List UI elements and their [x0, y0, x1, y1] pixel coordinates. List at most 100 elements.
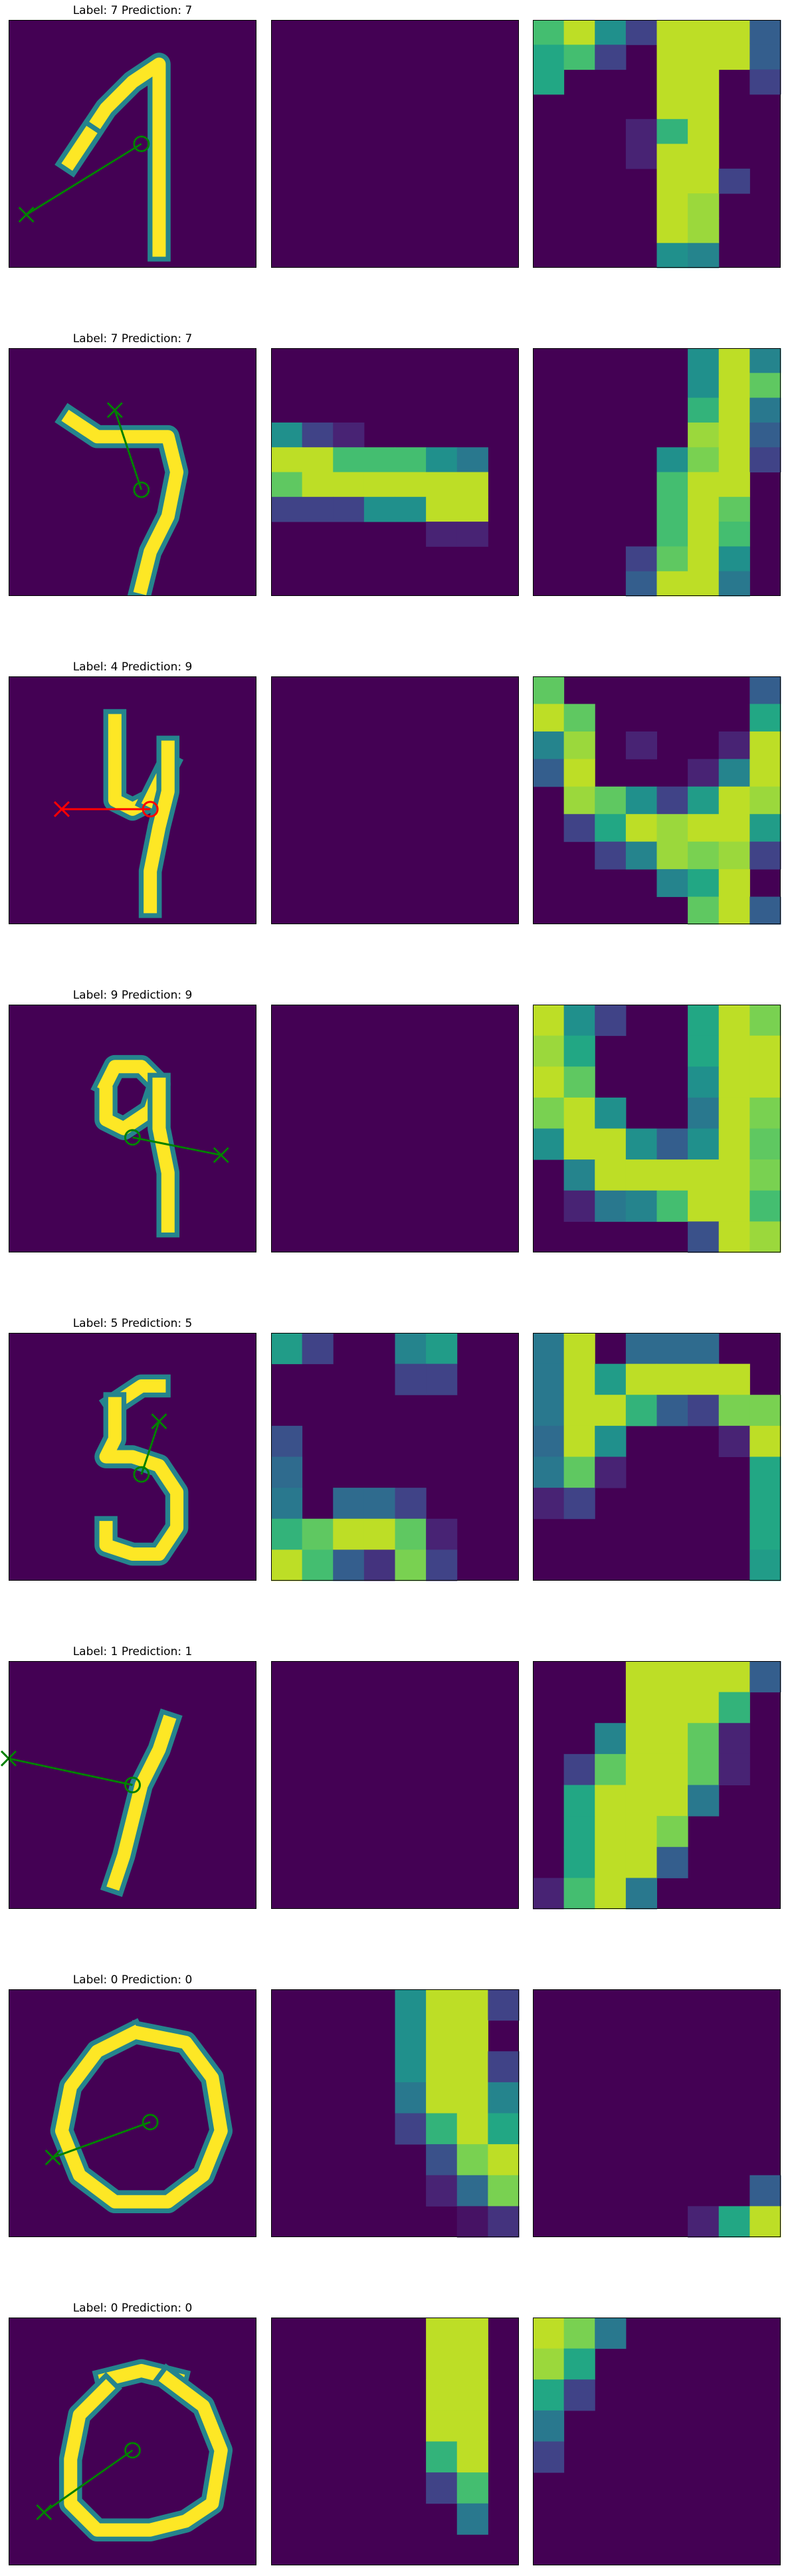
digit-image-panel — [9, 1005, 256, 1252]
digit-image-panel — [0, 1661, 256, 1909]
heatmap-cell — [688, 1785, 720, 1817]
heatmap-cell — [688, 218, 720, 244]
digit-stroke — [79, 57, 166, 257]
heatmap-cell — [595, 1723, 627, 1755]
heatmap-cell — [718, 814, 750, 842]
heatmap-cell — [656, 20, 688, 45]
glimpse-start-x-marker — [45, 2149, 61, 2166]
heatmap-cell — [718, 447, 750, 472]
heatmap-cell — [688, 1661, 720, 1693]
heatmap-cell — [718, 1066, 750, 1098]
glimpse-center-circle-marker — [124, 2442, 141, 2459]
digit-strokes — [58, 2359, 233, 2542]
digit-image-panel — [9, 20, 256, 268]
digit-image-frame — [9, 1005, 256, 1252]
subplot-title: Label: 7 Prediction: 7 — [73, 332, 193, 346]
heatmap-cell — [718, 786, 750, 815]
glimpse-trajectory — [18, 136, 150, 223]
heatmap-cell — [456, 522, 488, 547]
heatmap-cell — [533, 20, 565, 45]
heatmap-cell — [426, 2379, 458, 2411]
heatmap-cell — [271, 1456, 303, 1488]
heatmap-cell — [688, 45, 720, 70]
glimpse-center-circle-marker — [133, 481, 150, 498]
digit-image-frame — [9, 348, 256, 596]
heatmap-cell — [302, 422, 334, 448]
digit-strokes — [100, 1708, 183, 1897]
heatmap-cell — [656, 1661, 688, 1693]
heatmap-cell — [688, 422, 720, 448]
heatmap-cell — [456, 2206, 488, 2238]
heatmap-cell — [749, 1425, 781, 1457]
heatmap-cell — [426, 2348, 458, 2380]
heatmap-cell — [488, 2051, 520, 2083]
heatmap-cell — [625, 1878, 657, 1910]
heatmap-cell — [533, 69, 565, 95]
heatmap-cell — [718, 348, 750, 373]
heatmap-cell — [656, 94, 688, 120]
heatmap-cell — [688, 2206, 720, 2238]
heatmap-cell — [533, 2379, 565, 2411]
heatmap-cell — [718, 20, 750, 45]
heatmap-cell — [749, 1456, 781, 1488]
heatmap-cell — [395, 1518, 427, 1550]
digit-image-frame — [9, 2318, 256, 2565]
heatmap-cell — [718, 2206, 750, 2238]
heatmap-cell — [302, 496, 334, 522]
heatmap-cell — [625, 144, 657, 169]
heatmap-cell — [395, 447, 427, 472]
patch-frame — [271, 676, 519, 924]
heatmap-cell — [456, 2020, 488, 2052]
heatmap-cell — [688, 69, 720, 95]
glimpse-path-line — [25, 143, 142, 216]
glimpse-start-x-marker — [18, 207, 35, 223]
heatmap-cell — [302, 1333, 334, 1365]
heatmap-cell — [595, 20, 627, 45]
heatmap-cell — [456, 472, 488, 498]
heatmap-cell — [656, 447, 688, 472]
heatmap-cell — [718, 1128, 750, 1160]
heatmap-cell — [595, 45, 627, 70]
subplot-title: Label: 0 Prediction: 0 — [73, 1973, 193, 1987]
patch-background — [271, 676, 519, 924]
heatmap-cell — [533, 676, 565, 704]
heatmap-cell — [595, 786, 627, 815]
digit-strokes — [50, 2018, 233, 2214]
glimpse-start-x-marker — [53, 801, 70, 817]
heatmap-cell — [533, 1005, 565, 1037]
heatmap-cell — [271, 447, 303, 472]
patch-frame — [271, 2318, 519, 2565]
glimpse-patch-2-panel — [533, 1333, 781, 1581]
x-marker-stroke — [213, 1147, 229, 1163]
x-marker-stroke — [36, 2504, 52, 2521]
heatmap-cell — [302, 1518, 334, 1550]
heatmap-cell — [395, 1363, 427, 1395]
heatmap-cell — [426, 1989, 458, 2021]
heatmap-cell — [625, 1661, 657, 1693]
heatmap-cell — [656, 522, 688, 547]
heatmap-cell — [718, 841, 750, 870]
patch-background — [271, 1005, 519, 1252]
heatmap-cell — [563, 1333, 595, 1365]
heatmap-cell — [749, 20, 781, 45]
heatmap-cell — [656, 1846, 688, 1878]
heatmap-cell — [688, 1395, 720, 1427]
heatmap-cell — [395, 472, 427, 498]
heatmap-cell — [718, 168, 750, 194]
digit-strokes — [54, 403, 189, 596]
glimpse-patch-1-panel — [271, 2318, 519, 2565]
digit-stroke — [144, 740, 175, 914]
patch-frame — [533, 1333, 781, 1581]
subplot-title: Label: 4 Prediction: 9 — [73, 660, 193, 674]
heatmap-cell — [656, 243, 688, 268]
heatmap-cell — [426, 2144, 458, 2176]
heatmap-cell — [563, 786, 595, 815]
heatmap-cell — [426, 2082, 458, 2114]
heatmap-cell — [749, 2175, 781, 2207]
heatmap-cell — [426, 496, 458, 522]
heatmap-cell — [271, 422, 303, 448]
glimpse-patch-1-panel — [271, 1661, 519, 1909]
heatmap-cell — [395, 2082, 427, 2114]
heatmap-cell — [271, 472, 303, 498]
